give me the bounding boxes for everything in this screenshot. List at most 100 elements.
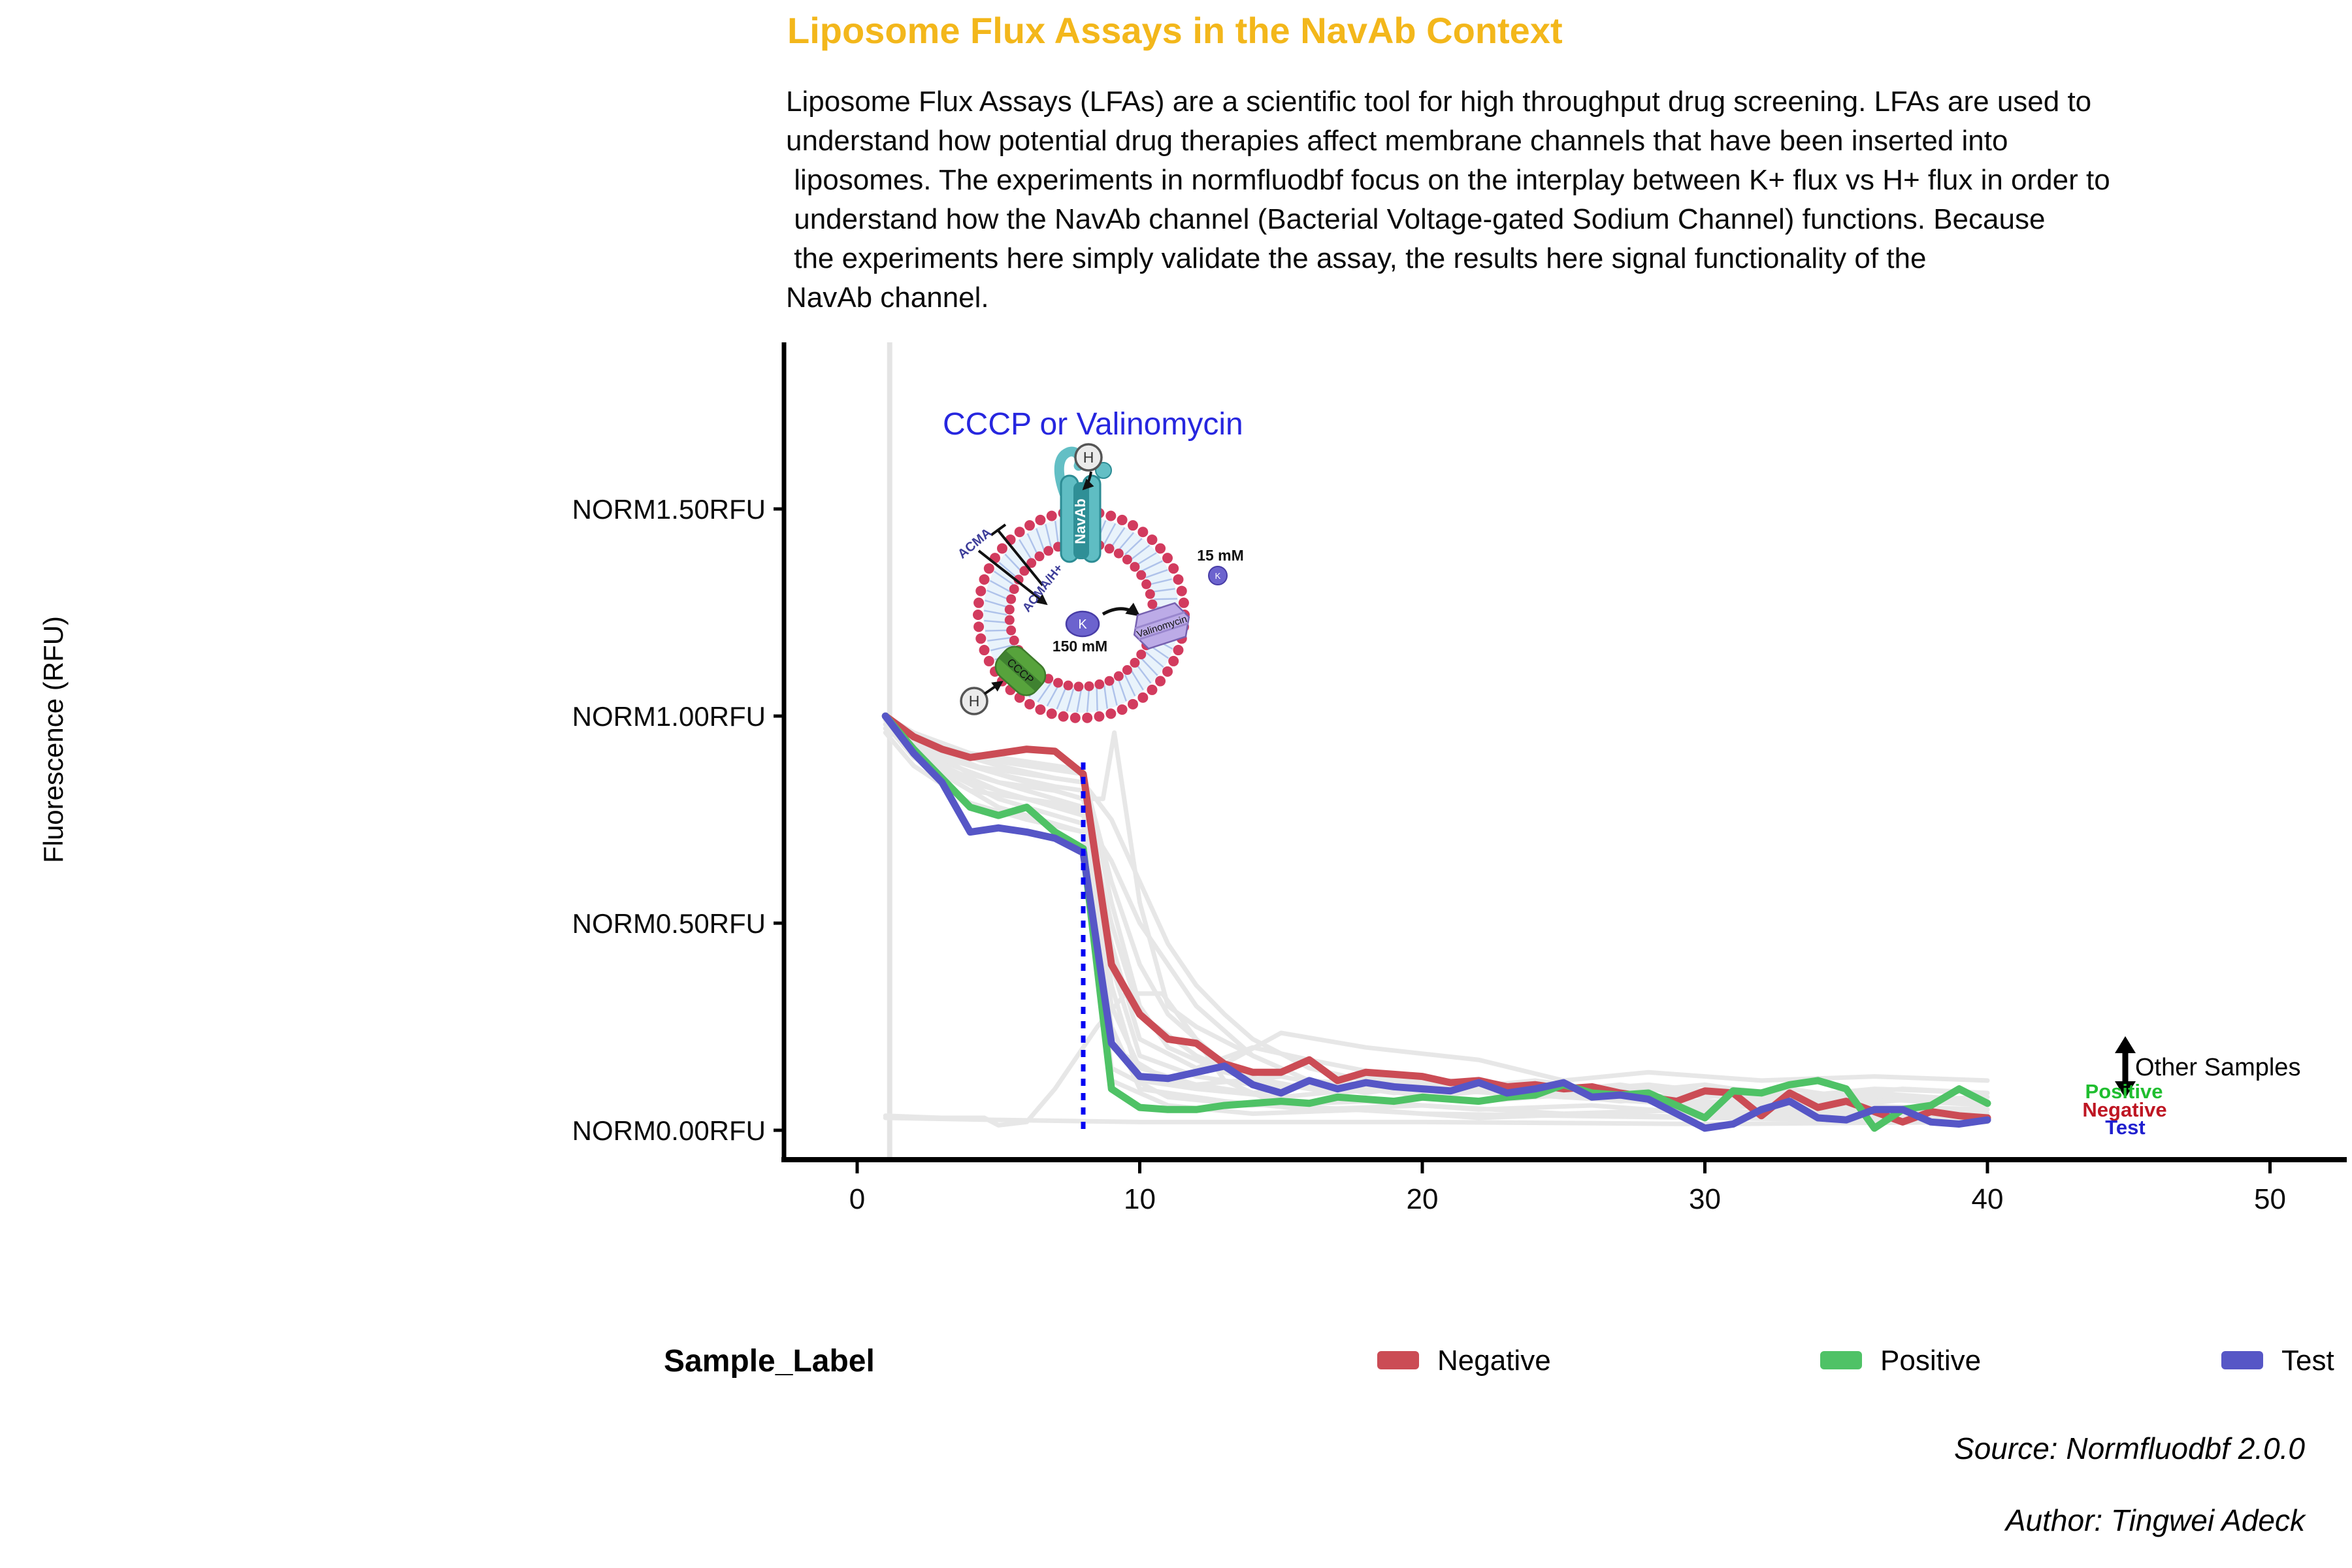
lipid-head-outer	[1128, 698, 1138, 710]
lipid-tail	[1054, 521, 1059, 544]
lipid-tail	[1154, 598, 1177, 600]
other-samples-annotation: Other Samples	[2135, 1054, 2301, 1081]
page-title: Liposome Flux Assays in the NavAb Contex…	[787, 10, 1563, 51]
lipid-tail	[1130, 544, 1151, 561]
lipid-head-outer	[1178, 597, 1189, 608]
lipid-head-inner	[1026, 558, 1037, 568]
x-tick-label: 10	[1124, 1183, 1156, 1215]
lipid-head-outer	[1168, 655, 1179, 666]
lipid-head-inner	[1104, 544, 1115, 554]
positive-legend-swatch	[1820, 1351, 1862, 1369]
lipid-tail	[985, 629, 1009, 632]
lipid-head-outer	[1173, 574, 1184, 585]
lipid-tail	[1037, 682, 1052, 703]
lipid-tail	[998, 562, 1018, 578]
test-legend-label: Test	[2281, 1345, 2334, 1377]
lipid-head-outer	[1058, 711, 1069, 722]
lipid-head-inner	[1145, 589, 1155, 599]
lipid-head-inner	[1004, 615, 1015, 625]
lipid-head-inner	[1136, 570, 1147, 580]
positive-series-line	[881, 712, 1991, 1132]
k-ion-outside: 15 mM K	[1197, 547, 1244, 585]
lipid-head-outer	[1137, 692, 1149, 703]
y-tick-label: NORM1.00RFU	[572, 701, 766, 732]
diagram-heading: CCCP or Valinomycin	[943, 407, 1243, 442]
lipid-head-outer	[1046, 708, 1057, 719]
lipid-tail	[985, 599, 1007, 608]
x-tick-label: 30	[1689, 1183, 1721, 1215]
h-bottom-label: H	[969, 693, 980, 710]
lipid-tail	[987, 637, 1011, 642]
navab-channel: NavAb	[1054, 446, 1112, 563]
x-tick-label: 40	[1972, 1183, 2004, 1215]
lipid-tail	[1141, 658, 1158, 676]
positive-annotation: Positive	[2085, 1080, 2163, 1103]
lipid-head-inner	[1043, 546, 1054, 556]
lipid-head-inner	[1009, 635, 1019, 645]
lipid-head-outer	[1024, 698, 1035, 710]
other-sample-line	[883, 713, 1990, 1104]
lipid-head-inner	[1130, 657, 1140, 668]
lipid-head-outer	[979, 574, 990, 585]
lipid-head-outer	[1024, 520, 1035, 531]
lipid-head-outer	[1147, 534, 1158, 546]
lipid-head-inner	[1009, 584, 1019, 595]
lipid-tail	[1076, 689, 1083, 713]
lipid-tail	[987, 589, 1009, 600]
lipid-tail	[1086, 689, 1090, 712]
lipid-tail	[1045, 524, 1052, 547]
lipid-tail	[1145, 651, 1164, 668]
lipid-head-inner	[1094, 679, 1105, 689]
lipid-tail	[1019, 539, 1032, 560]
k-outside-conc-label: 15 mM	[1197, 547, 1244, 564]
lipid-tail	[989, 580, 1011, 593]
y-tick-label: NORM0.50RFU	[572, 908, 766, 939]
source-credit: Source: Normfluodbf 2.0.0	[1954, 1431, 2305, 1465]
lipid-tail	[1141, 560, 1163, 572]
lipid-tail	[1152, 587, 1175, 593]
lipid-head-inner	[1141, 579, 1152, 589]
lipid-head-outer	[975, 633, 987, 644]
h-ion-top: H	[1074, 443, 1103, 491]
lipid-head-outer	[1117, 704, 1128, 715]
negative-legend-label: Negative	[1437, 1345, 1551, 1377]
lipid-head-outer	[1105, 708, 1117, 719]
lipid-head-inner	[1006, 625, 1017, 636]
valinomycin-carrier: Valinomycin	[1133, 602, 1190, 650]
h-top-label: H	[1083, 449, 1094, 466]
h-ion-bottom: H	[960, 681, 1004, 715]
lipid-head-inner	[1122, 665, 1132, 676]
cccp-carrier: CCCP	[994, 645, 1047, 696]
lipid-tail	[1096, 687, 1098, 711]
lipid-tail	[1026, 533, 1039, 555]
lipid-head-outer	[1155, 543, 1166, 554]
lipid-head-inner	[1130, 562, 1140, 572]
lipid-tail	[1136, 552, 1157, 566]
lipid-head-outer	[973, 597, 985, 608]
acma-arrows	[977, 523, 1048, 606]
other-sample-line	[883, 1115, 1990, 1126]
page-description: Liposome Flux Assays (LFAs) are a scient…	[786, 86, 2110, 314]
lipid-tail	[1111, 682, 1118, 706]
lipid-tail	[1118, 532, 1134, 551]
lipid-head-outer	[1070, 712, 1081, 723]
lipid-tail	[1036, 528, 1045, 551]
lipid-head-outer	[1137, 527, 1149, 538]
lipid-head-inner	[1122, 554, 1132, 564]
lipid-head-inner	[1006, 594, 1017, 604]
acma-label: ACMA	[955, 525, 994, 561]
navab-label: NavAb	[1072, 498, 1088, 544]
test-series-line	[881, 712, 1991, 1132]
y-tick-label: NORM1.50RFU	[572, 494, 766, 525]
liposome-diagram: ACMA ACMA/H+ NavAb H K 150 mM Valinomyci…	[955, 443, 1244, 723]
other-sample-line	[883, 713, 1990, 1100]
k-outside-label: K	[1215, 571, 1221, 581]
lipid-head-inner	[1019, 566, 1030, 576]
lipid-head-outer	[1094, 711, 1105, 722]
other-sample-line	[883, 730, 1990, 1124]
lipid-head-outer	[1105, 510, 1117, 521]
lipid-head-outer	[1176, 585, 1187, 596]
lipid-head-outer	[983, 655, 994, 666]
lipid-head-outer	[996, 543, 1007, 554]
legend-title: Sample_Label	[664, 1344, 875, 1379]
